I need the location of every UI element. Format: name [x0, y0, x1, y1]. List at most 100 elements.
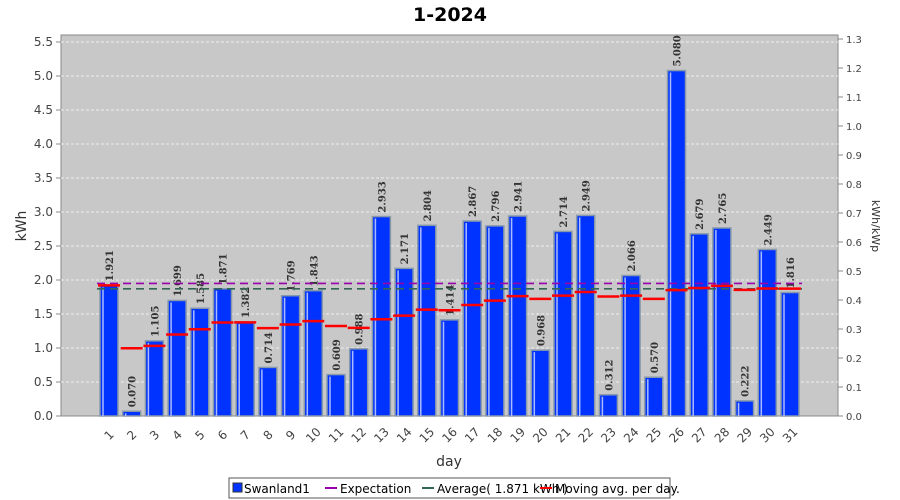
x-tick-label: 6 — [215, 428, 230, 443]
bar-value-label: 1.769 — [287, 260, 298, 291]
bar-value-label: 2.804 — [423, 190, 434, 221]
legend-label-swanland1: Swanland1 — [244, 482, 310, 496]
bar-value-label: 0.988 — [355, 313, 366, 344]
y-tick-label: 5.0 — [34, 69, 53, 83]
bar-value-label: 0.570 — [650, 342, 661, 373]
bar-day-8 — [258, 366, 278, 417]
bar-value-label: 1.921 — [105, 250, 116, 281]
bar-day-23 — [598, 394, 619, 417]
bar-day-14 — [394, 267, 414, 417]
bar-day-18 — [485, 225, 505, 417]
bar-day-16 — [439, 319, 460, 417]
chart-title: 1-2024 — [413, 4, 487, 26]
y-tick-label: 0.5 — [34, 375, 53, 389]
legend-label-expectation: Expectation — [340, 482, 411, 496]
bar-value-label: 2.449 — [763, 214, 774, 245]
bar-day-17 — [462, 220, 482, 417]
x-tick-label: 18 — [485, 425, 506, 446]
x-tick-label: 10 — [303, 425, 324, 446]
y2-tick-label: 1.1 — [846, 93, 862, 104]
x-tick-label: 12 — [349, 425, 370, 446]
y2-axis-label: kWh/kWp — [869, 200, 882, 252]
bar-day-9 — [280, 294, 301, 417]
x-tick-label: 1 — [102, 428, 117, 443]
x-tick-label: 26 — [666, 425, 687, 446]
y2-tick-label: 1.0 — [846, 122, 862, 133]
x-axis-label: day — [436, 454, 462, 470]
bar-day-24 — [621, 274, 641, 417]
bar-day-4 — [167, 299, 187, 417]
bar-value-label: 0.070 — [128, 376, 139, 407]
bar-day-25 — [644, 376, 664, 417]
bar-day-29 — [734, 400, 755, 417]
x-tick-label: 27 — [689, 425, 710, 446]
bar-value-label: 2.714 — [559, 196, 570, 227]
bar-value-label: 2.066 — [627, 240, 638, 271]
bar-value-label: 5.080 — [673, 35, 684, 66]
bar-value-label: 1.414 — [446, 284, 457, 315]
x-tick-label: 30 — [757, 425, 778, 446]
y-tick-label: 2.0 — [34, 273, 53, 287]
y-axis-label: kWh — [14, 211, 30, 242]
y-tick-label: 4.5 — [34, 103, 53, 117]
x-tick-label: 19 — [507, 425, 528, 446]
bar-value-label: 0.609 — [332, 339, 343, 370]
bar-value-label: 2.933 — [377, 181, 388, 212]
y-tick-label: 0.0 — [34, 409, 53, 423]
bar-day-13 — [371, 215, 392, 417]
y-tick-label: 5.5 — [34, 35, 53, 49]
y2-tick-label: 0.7 — [846, 209, 862, 220]
bar-day-27 — [689, 233, 709, 417]
bar-day-19 — [507, 215, 528, 417]
bar-day-15 — [417, 224, 437, 417]
bar-day-21 — [553, 230, 573, 417]
bar-value-label: 1.699 — [173, 265, 184, 296]
bar-value-label: 2.949 — [582, 180, 593, 211]
y2-tick-label: 0.8 — [846, 180, 862, 191]
bar-day-26 — [666, 69, 687, 417]
x-tick-label: 17 — [462, 425, 483, 446]
bar-value-label: 2.796 — [491, 191, 502, 222]
legend-label-moving-avg: Moving avg. per day. — [555, 482, 680, 496]
bar-day-28 — [712, 227, 732, 417]
y2-axis: 0.0 0.1 0.2 0.3 0.4 0.5 0.6 0.7 0.8 0.9 1.0 1.1 1.2 1… — [838, 35, 862, 423]
x-axis: 1 2 3 4 5 6 7 8 9 10 11 12 13 14 15 16 17 18 19 20 21 22 23 24 2… — [102, 425, 801, 446]
bar-value-label: 0.222 — [741, 366, 752, 397]
bar-day-31 — [780, 291, 800, 417]
y-tick-label: 2.5 — [34, 239, 53, 253]
bar-value-label: 2.941 — [514, 181, 525, 212]
bar-day-11 — [326, 373, 346, 417]
x-tick-label: 28 — [712, 425, 733, 446]
y2-tick-label: 0.1 — [846, 383, 862, 394]
bar-value-label: 2.171 — [400, 233, 411, 264]
bar-value-label: 2.679 — [695, 198, 706, 229]
x-tick-label: 14 — [394, 425, 415, 446]
x-tick-label: 9 — [283, 428, 298, 443]
lines — [97, 282, 802, 350]
x-tick-label: 2 — [124, 428, 139, 443]
y2-tick-label: 0.0 — [846, 412, 862, 423]
bar-day-20 — [530, 349, 551, 417]
y2-tick-label: 0.3 — [846, 325, 862, 336]
bar-day-12 — [348, 348, 369, 417]
x-tick-label: 11 — [326, 425, 347, 446]
bar-value-label: 1.382 — [241, 287, 252, 318]
bar-value-label: 0.714 — [264, 332, 275, 363]
x-tick-label: 31 — [780, 425, 801, 446]
x-tick-label: 25 — [644, 425, 665, 446]
x-tick-label: 7 — [238, 428, 253, 443]
bar-value-label: 1.816 — [786, 257, 797, 288]
legend-label-average: Average( 1.871 kWh ) — [437, 482, 568, 496]
bar-value-label: 1.843 — [309, 255, 320, 286]
bar-value-label: 0.968 — [536, 315, 547, 346]
bar-day-3 — [144, 340, 165, 417]
y-tick-label: 4.0 — [34, 137, 53, 151]
y-tick-label: 3.5 — [34, 171, 53, 185]
y2-tick-label: 1.2 — [846, 64, 862, 75]
bar-value-label: 2.765 — [718, 193, 729, 224]
y-tick-label: 3.0 — [34, 205, 53, 219]
x-tick-label: 3 — [147, 428, 162, 443]
x-tick-label: 29 — [734, 425, 755, 446]
